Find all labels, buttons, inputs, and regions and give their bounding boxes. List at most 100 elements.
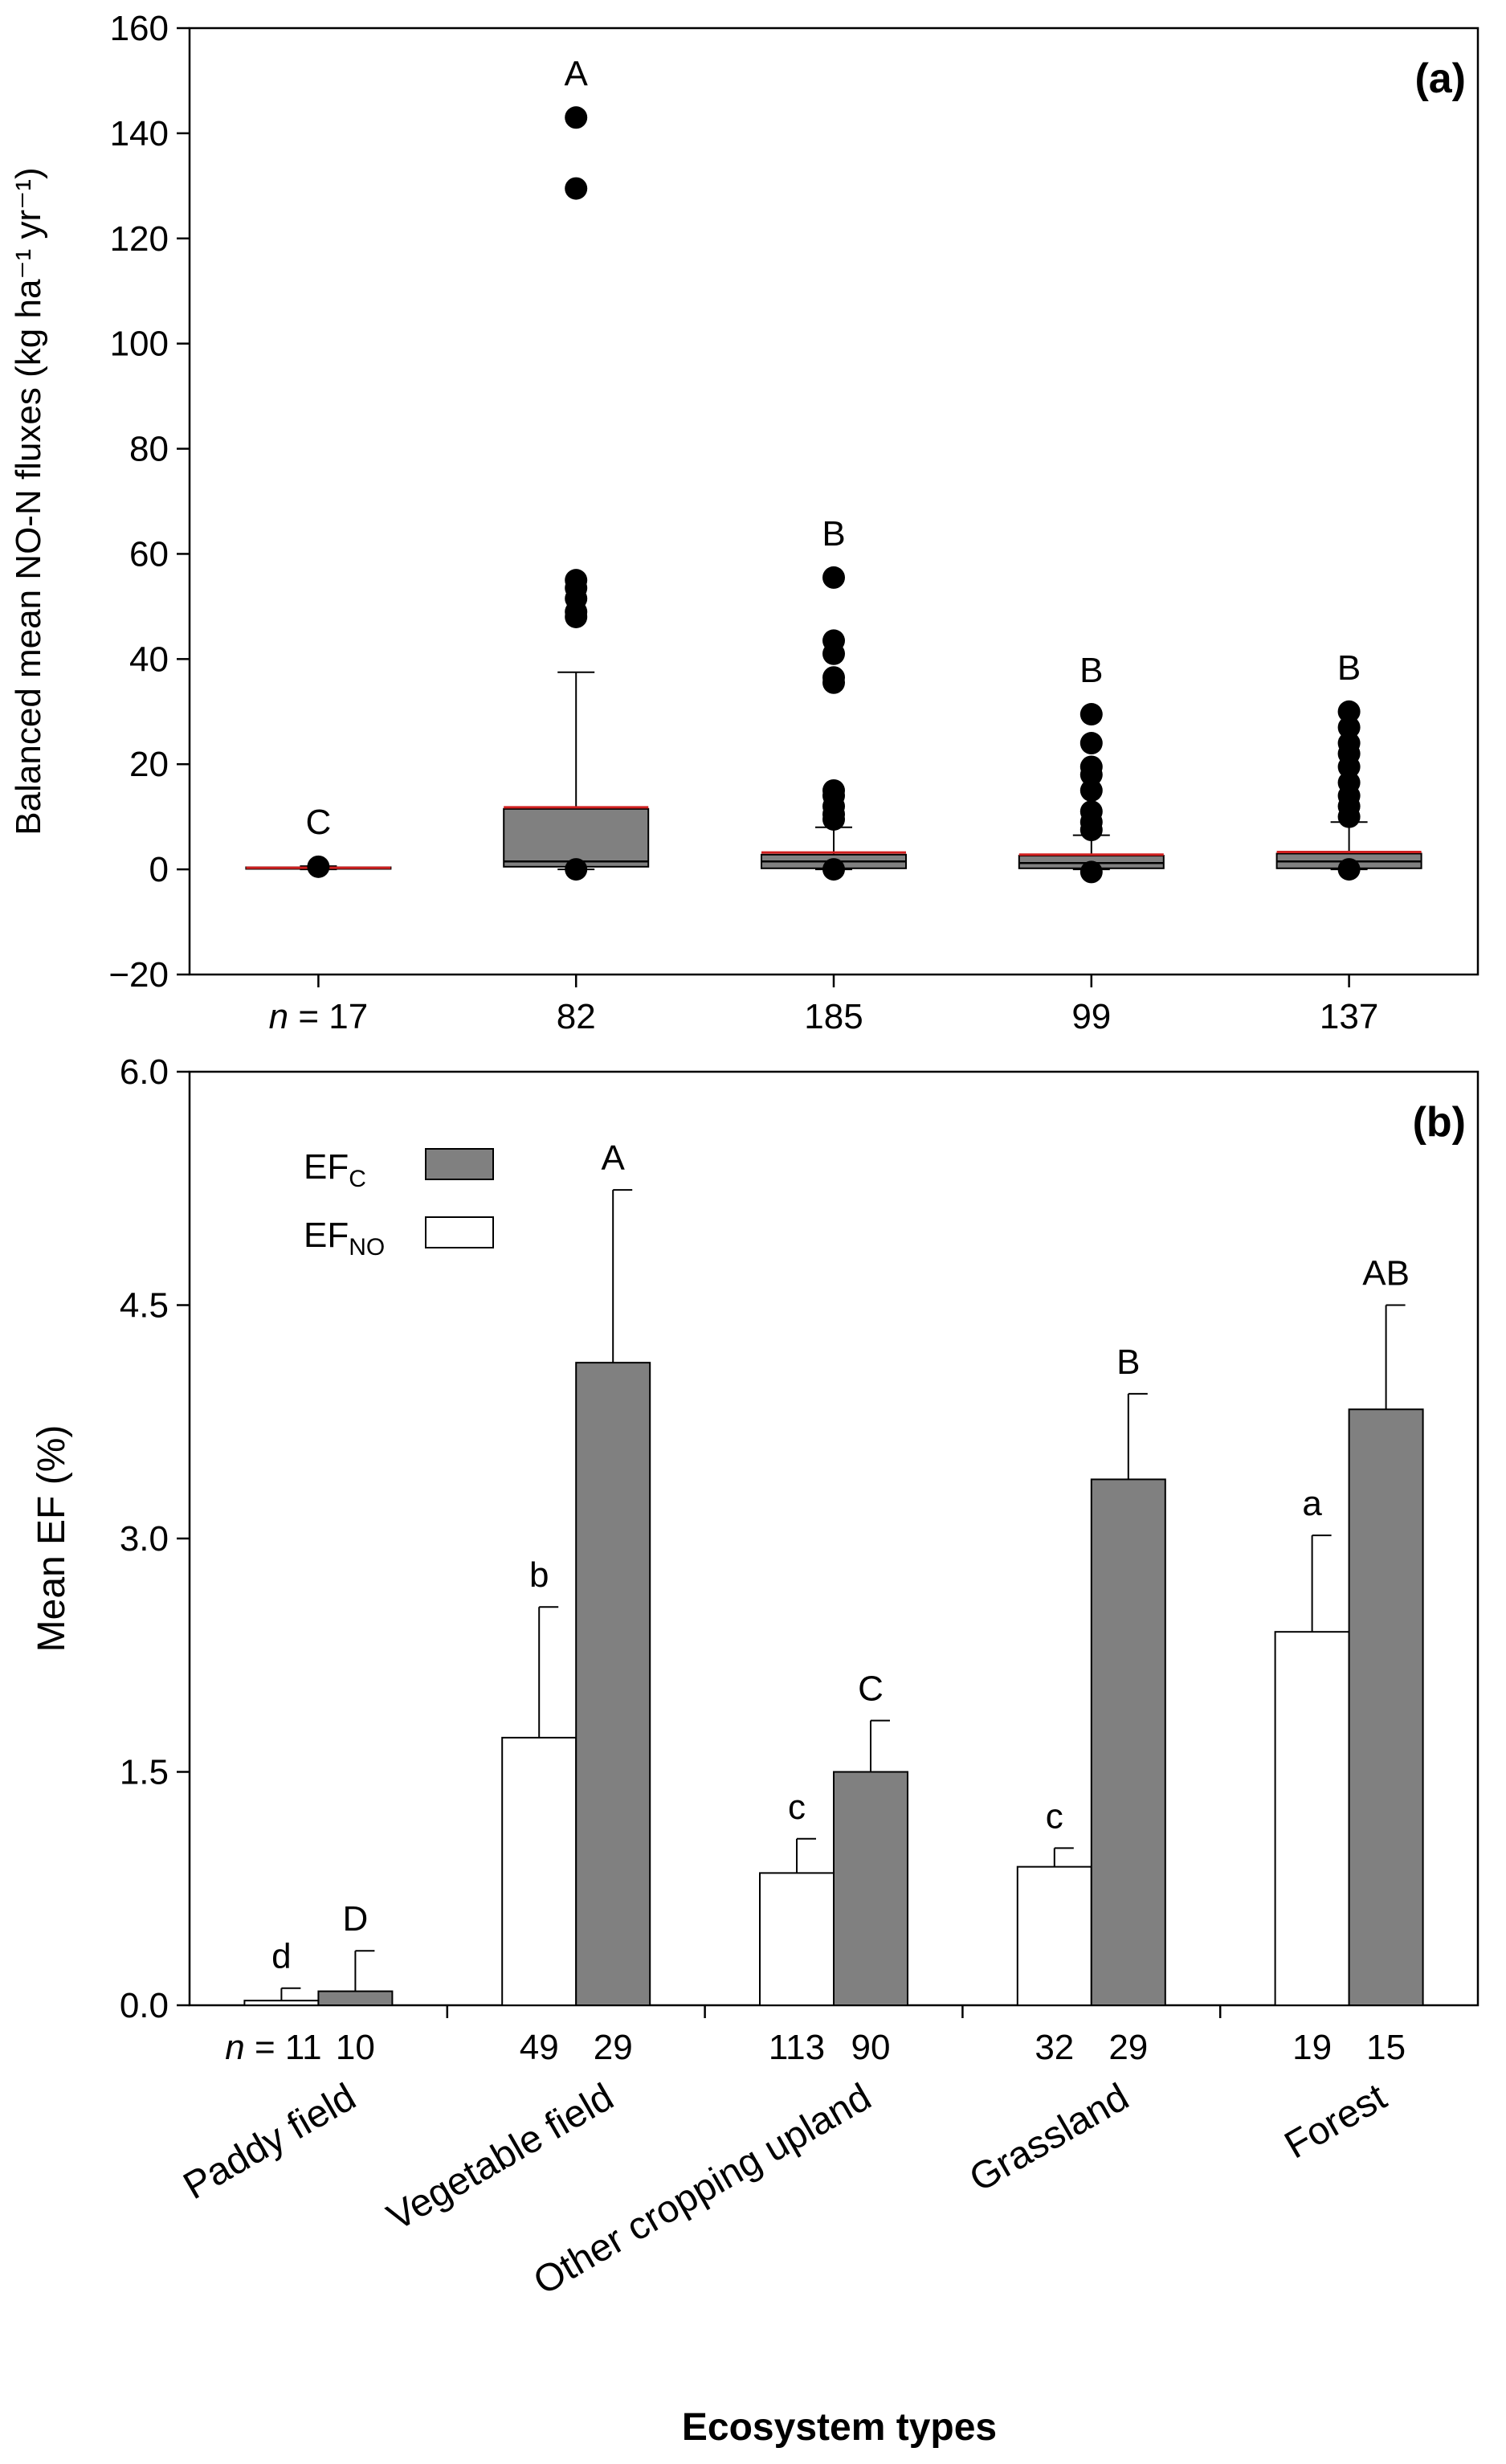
outlier-point (822, 858, 845, 881)
panel-label-a: (a) (1414, 55, 1466, 102)
y-axis-label-a: Balanced mean NO-N fluxes (kg ha⁻¹ yr⁻¹) (9, 167, 48, 835)
bar (1348, 1408, 1424, 2007)
outlier-point (1080, 778, 1103, 802)
significance-letter-b: B (1116, 1342, 1140, 1382)
legend-name: EF (304, 1216, 349, 1255)
outlier-point (822, 807, 845, 831)
n-count-label-b: 15 (1366, 2028, 1406, 2067)
outlier-point (565, 177, 588, 200)
outlier-point (565, 106, 588, 129)
n-count-label-b: 29 (1108, 2028, 1148, 2067)
legend-subscript: NO (349, 1234, 385, 1261)
significance-letter-b: b (529, 1555, 549, 1595)
y-tick-label-a: 120 (110, 219, 169, 259)
n-count-label-b: n = 11 (225, 2028, 321, 2067)
y-tick-label-a: 140 (110, 114, 169, 153)
n-count-label-b: 113 (769, 2028, 825, 2067)
outlier-point (1080, 732, 1103, 755)
significance-letter-b: a (1302, 1484, 1322, 1523)
outlier-point (1337, 700, 1361, 723)
category-label: Paddy field (177, 2076, 363, 2209)
outlier-point (565, 858, 588, 881)
y-tick-label-a: 0 (149, 850, 169, 889)
n-symbol: n (225, 2028, 244, 2067)
n-count-label-b: 32 (1035, 2028, 1074, 2067)
n-count-label-a: 185 (804, 997, 863, 1036)
box-group (761, 566, 907, 881)
n-count-label-a: 82 (557, 997, 596, 1036)
significance-letter-b: C (858, 1669, 884, 1709)
y-tick-label-a: 80 (129, 430, 169, 469)
category-label: Vegetable field (380, 2076, 620, 2239)
significance-letter-b: d (271, 1937, 291, 1976)
outlier-point (822, 671, 845, 694)
outlier-point (565, 605, 588, 628)
outlier-point (822, 642, 845, 665)
panel-b-barchart: 0.0 1.5 3.0 4.5 6.0 Mean EF (%) (b) d n = 11 D 10 P… (31, 1052, 1479, 2449)
n-symbol: n (269, 997, 288, 1036)
y-tick-label-a: 60 (129, 534, 169, 574)
y-tick-label-b: 1.5 (120, 1753, 169, 1792)
category-label: Forest (1278, 2076, 1394, 2168)
significance-letter-a: C (306, 803, 332, 842)
bar (575, 1362, 651, 2006)
significance-letter-a: B (822, 514, 845, 554)
y-tick-label-b: 0.0 (120, 1986, 169, 2025)
n-count-label-b: 49 (520, 2028, 559, 2067)
significance-letter-b: c (788, 1788, 806, 1827)
bar (1090, 1478, 1166, 2006)
n-count-label-a: n = 17 (269, 997, 369, 1036)
box-group (503, 106, 650, 881)
outlier-point (307, 855, 330, 878)
significance-letter-b: c (1046, 1796, 1063, 1836)
significance-letter-a: A (565, 54, 589, 93)
outlier-point (1337, 858, 1361, 881)
box-group (1275, 700, 1422, 881)
legend-label: EFNO (304, 1216, 385, 1261)
bar (501, 1736, 578, 2006)
y-tick-label-b: 6.0 (120, 1052, 169, 1092)
x-axis-label-b: Ecosystem types (682, 2406, 997, 2449)
panel-label-b: (b) (1413, 1099, 1466, 1146)
bar (833, 1771, 908, 2006)
legend-swatch (425, 1216, 494, 1248)
legend-swatch (425, 1148, 494, 1180)
outlier-point (1080, 860, 1103, 884)
bar (317, 1990, 394, 2007)
y-tick-label-b: 3.0 (120, 1519, 169, 1559)
outlier-point (1080, 819, 1103, 842)
y-tick-label-a: −20 (108, 955, 169, 995)
n-count-label-b: 90 (851, 2028, 891, 2067)
box-group (1018, 703, 1165, 884)
panel-a-boxplot: −20 0 20 40 60 80 100 120 140 160 Balanced mean NO… (9, 9, 1479, 1036)
y-tick-label-a: 20 (129, 745, 169, 784)
box-group (245, 855, 392, 878)
bar (243, 2000, 320, 2006)
y-tick-label-a: 40 (129, 639, 169, 679)
n-count-label-a: 137 (1320, 997, 1378, 1036)
significance-letter-a: B (1337, 648, 1361, 688)
n-value: = 17 (288, 997, 368, 1036)
significance-letter-b: A (602, 1138, 626, 1178)
n-count-label-b: 19 (1292, 2028, 1332, 2067)
outlier-point (1337, 755, 1361, 778)
y-tick-label-a: 100 (110, 325, 169, 364)
y-tick-label-b: 4.5 (120, 1286, 169, 1326)
bar (759, 1872, 835, 2006)
bar (1016, 1865, 1092, 2007)
significance-letter-b: AB (1362, 1254, 1410, 1293)
category-label: Grassland (962, 2076, 1136, 2200)
n-count-label-a: 99 (1071, 997, 1111, 1036)
significance-letter-a: B (1080, 651, 1103, 690)
significance-letter-b: D (343, 1899, 369, 1939)
legend-name: EF (304, 1147, 349, 1187)
bar (1274, 1631, 1350, 2006)
y-tick-label-a: 160 (110, 9, 169, 48)
n-value: = 11 (245, 2028, 322, 2067)
outlier-point (822, 566, 845, 589)
legend-label: EFC (304, 1147, 366, 1192)
n-count-label-b: 29 (594, 2028, 633, 2067)
legend-subscript: C (349, 1166, 366, 1192)
outlier-point (1337, 716, 1361, 739)
outlier-point (1080, 763, 1103, 787)
